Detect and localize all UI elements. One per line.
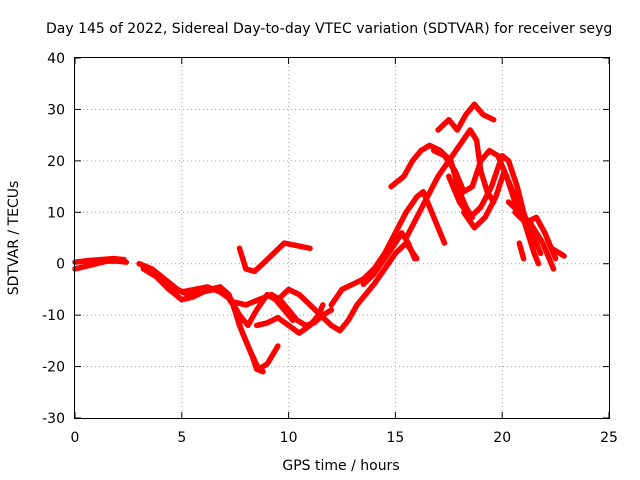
series-track-7 (253, 302, 326, 336)
y-tick-label: 40 (47, 51, 65, 67)
y-tick-label: -20 (42, 360, 65, 376)
x-tick-label: 15 (386, 430, 404, 446)
x-tick-label: 10 (280, 430, 298, 446)
x-tick-label: 25 (600, 430, 618, 446)
y-axis-label: SDTVAR / TECUs (6, 181, 22, 296)
series-track-5 (147, 268, 296, 329)
series-track-11 (360, 230, 418, 288)
x-axis-ticks: 0 5 10 15 20 25 (71, 58, 618, 446)
y-axis-ticks: -30 -20 -10 0 10 20 30 40 (42, 51, 609, 427)
series-track-13 (403, 127, 497, 241)
series-track-8 (275, 240, 420, 334)
series-track-12 (388, 142, 476, 221)
x-tick-label: 0 (71, 430, 80, 446)
series-track-17 (461, 168, 542, 267)
plot-frame (74, 57, 610, 419)
y-tick-label: 10 (47, 205, 65, 221)
series-track-21 (548, 245, 567, 259)
chart-title: Day 145 of 2022, Sidereal Day-to-day VTE… (46, 21, 612, 37)
series-track-14 (435, 101, 497, 133)
series-track-18 (505, 199, 557, 272)
series-track-9 (236, 240, 313, 275)
y-tick-label: -10 (42, 308, 65, 324)
x-tick-label: 20 (493, 430, 511, 446)
y-tick-label: -30 (42, 411, 65, 427)
x-tick-label: 5 (177, 430, 186, 446)
series-track-20 (516, 240, 527, 262)
x-axis-label: GPS time / hours (282, 458, 399, 474)
series-track-2 (72, 255, 127, 265)
series-track-10 (328, 188, 448, 308)
y-tick-label: 30 (47, 102, 65, 118)
data-series (72, 101, 567, 375)
y-tick-label: 20 (47, 154, 65, 170)
y-tick-label: 0 (56, 257, 65, 273)
